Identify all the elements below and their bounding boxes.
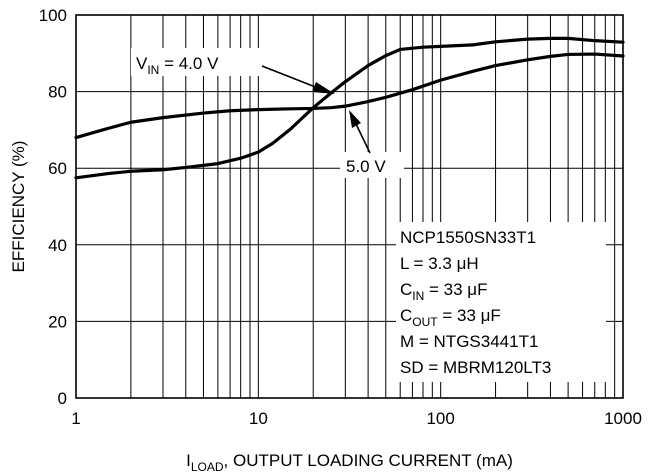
annotations: VIN = 4.0 V 5.0 V: [131, 48, 404, 178]
vin-arrow-head: [312, 82, 335, 94]
series-line-5-0-V: [74, 52, 625, 140]
5v-annotation: 5.0 V: [346, 157, 386, 176]
y-tick-labels: 0 20 40 60 80 100: [39, 6, 67, 408]
x-tick-label: 100: [426, 409, 454, 428]
vin-annotation: VIN = 4.0 V: [136, 54, 219, 77]
plot-frame: [75, 14, 624, 399]
info-box-line: M = NTGS3441T1: [400, 332, 538, 351]
y-tick-label: 60: [48, 159, 67, 178]
5v-label-background: [340, 152, 404, 178]
series-line-4-0-V: [74, 36, 625, 180]
info-box-background: [396, 222, 606, 382]
info-box-line: CIN = 33 μF: [400, 280, 487, 303]
info-box-line: COUT = 33 μF: [400, 306, 501, 329]
y-tick-label: 20: [48, 312, 67, 331]
y-tick-label: 40: [48, 236, 67, 255]
x-axis-label-sub: LOAD: [191, 460, 224, 474]
info-box: NCP1550SN33T1 L = 3.3 μH CIN = 33 μF COUT =…: [396, 222, 606, 382]
curves: [74, 36, 625, 180]
x-axis-label: ILOAD, OUTPUT LOADING CURRENT (mA): [186, 451, 513, 474]
y-tick-label: 100: [39, 6, 67, 25]
info-box-line: L = 3.3 μH: [400, 254, 479, 273]
info-box-line: NCP1550SN33T1: [400, 228, 536, 247]
vin-label-background: [131, 48, 259, 76]
x-tick-labels: 1 10 100 1000: [71, 409, 642, 428]
5v-arrow-head: [349, 110, 361, 128]
info-box-line: SD = MBRM120LT3: [400, 358, 551, 377]
y-tick-label: 80: [48, 83, 67, 102]
x-tick-label: 1: [71, 409, 80, 428]
x-axis-label-rest: , OUTPUT LOADING CURRENT (mA): [224, 451, 513, 470]
vin-arrow-line: [261, 65, 319, 89]
x-tick-label: 10: [249, 409, 268, 428]
x-axis-label-main: I: [186, 451, 191, 470]
x-tick-label: 1000: [604, 409, 642, 428]
y-tick-label: 0: [58, 389, 67, 408]
5v-arrow-line: [355, 123, 371, 154]
y-axis-label: EFFICIENCY (%): [9, 141, 28, 273]
